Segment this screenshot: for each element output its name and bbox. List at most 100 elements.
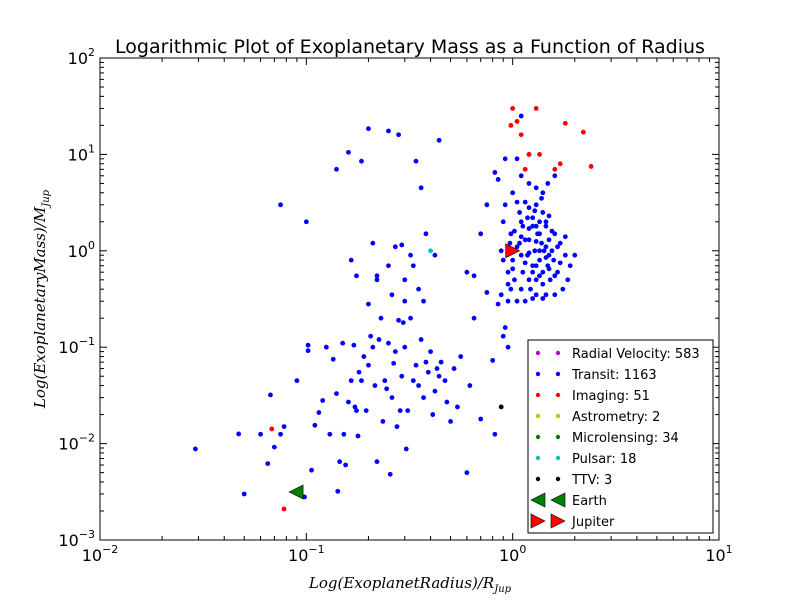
data-point	[514, 298, 520, 304]
data-point	[451, 366, 457, 371]
legend-marker	[535, 413, 541, 419]
data-point	[533, 292, 539, 298]
data-point	[355, 433, 361, 439]
data-point	[512, 277, 517, 283]
data-point	[522, 298, 528, 304]
data-point	[517, 240, 522, 246]
data-point	[546, 213, 552, 219]
data-point	[309, 467, 314, 473]
data-point	[348, 257, 354, 263]
data-point	[517, 210, 522, 215]
data-point	[394, 424, 400, 430]
y-tick-label: 10−3	[58, 528, 95, 550]
data-point	[537, 152, 542, 157]
data-point	[361, 354, 367, 359]
data-point	[530, 215, 536, 221]
data-point	[500, 219, 506, 225]
data-point	[526, 237, 532, 243]
legend-entry: Pulsar: 18	[535, 452, 636, 467]
data-point	[588, 164, 594, 169]
data-point	[478, 231, 484, 237]
data-point	[530, 223, 536, 229]
data-point	[551, 257, 557, 263]
data-point	[359, 158, 364, 164]
data-point	[391, 360, 397, 366]
data-point	[392, 244, 398, 250]
data-point	[546, 266, 552, 272]
data-point	[572, 252, 578, 258]
data-point	[399, 242, 405, 248]
legend-marker	[555, 413, 561, 419]
legend-entry: Transit: 1163	[535, 368, 657, 383]
data-point	[428, 349, 433, 355]
data-point	[436, 137, 442, 143]
data-point	[278, 202, 283, 208]
legend-label: Imaging: 51	[572, 389, 650, 404]
data-point	[543, 292, 549, 298]
data-points	[193, 106, 594, 512]
data-point	[526, 205, 532, 211]
data-point	[510, 266, 516, 272]
data-point	[413, 362, 419, 368]
data-point	[402, 277, 408, 283]
data-point	[555, 244, 560, 250]
data-point	[281, 506, 287, 512]
data-point	[526, 152, 532, 157]
data-point	[374, 277, 380, 283]
x-tick-label-exponent: −1	[308, 543, 324, 556]
y-tick-label-exponent: −1	[79, 335, 95, 348]
legend-marker	[535, 392, 541, 398]
data-point	[376, 337, 382, 342]
data-point	[522, 260, 528, 266]
data-point	[405, 408, 411, 413]
data-point	[467, 383, 473, 388]
legend-entry: Earth	[530, 492, 607, 509]
data-point	[539, 240, 544, 246]
data-point	[552, 166, 558, 172]
data-point	[492, 431, 498, 437]
data-point	[265, 461, 271, 467]
data-point	[408, 315, 413, 321]
data-point	[492, 170, 498, 175]
data-point	[399, 373, 405, 379]
y-tick-label: 10−1	[58, 335, 95, 357]
data-point	[241, 491, 247, 497]
x-tick-labels: 10−2 10−1 100 101	[82, 543, 733, 565]
data-point	[423, 359, 429, 365]
x-tick-label-base: 10	[82, 546, 102, 565]
legend-marker	[535, 371, 541, 377]
legend-marker	[535, 455, 541, 461]
data-point	[258, 431, 263, 437]
data-point	[374, 459, 380, 465]
data-point	[533, 239, 539, 244]
legend-label: Pulsar: 18	[572, 452, 636, 467]
data-point	[510, 190, 516, 196]
data-point	[366, 126, 371, 132]
x-axis-label: Log(ExoplanetRadius)/RJup	[308, 574, 512, 595]
legend-entry: Jupiter	[530, 513, 615, 530]
data-point	[484, 290, 490, 295]
data-point	[510, 257, 516, 263]
y-tick-label-exponent: −2	[79, 432, 95, 445]
data-point	[518, 286, 524, 292]
data-point	[532, 248, 538, 254]
data-point	[397, 408, 403, 413]
axis-ticks	[99, 57, 720, 541]
data-point	[312, 422, 318, 428]
data-point	[512, 228, 517, 234]
data-point	[478, 416, 484, 422]
data-point	[540, 296, 546, 301]
data-point	[320, 398, 326, 403]
legend-label: Jupiter	[571, 515, 615, 530]
data-point	[526, 226, 532, 231]
data-point	[532, 208, 538, 214]
data-point	[363, 408, 369, 413]
data-point	[490, 357, 496, 363]
data-point	[458, 354, 464, 359]
data-point	[520, 269, 526, 275]
data-point	[464, 470, 470, 476]
data-point	[396, 317, 401, 323]
data-point	[410, 263, 416, 269]
data-point	[471, 315, 477, 321]
y-tick-label-base: 10	[58, 338, 78, 357]
